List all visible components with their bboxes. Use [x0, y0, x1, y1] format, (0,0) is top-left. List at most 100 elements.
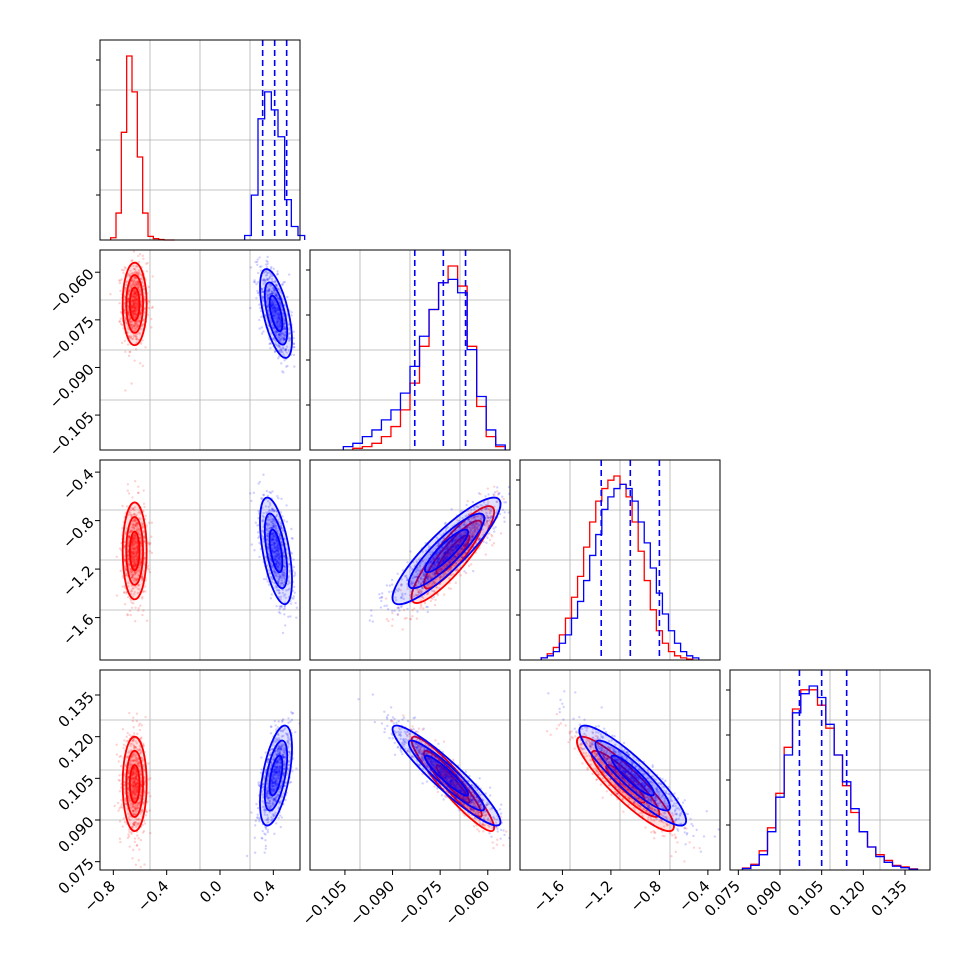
scatter-point [133, 271, 137, 274]
scatter-point [269, 732, 273, 735]
scatter-point [133, 324, 136, 328]
scatter-point [278, 301, 282, 304]
scatter-point [274, 555, 277, 558]
scatter-point [269, 284, 272, 287]
scatter-point [288, 581, 291, 585]
scatter-point [264, 769, 268, 772]
scatter-point [277, 774, 280, 778]
scatter-point [117, 778, 120, 782]
scatter-point [274, 782, 278, 785]
scatter-point [146, 313, 150, 317]
scatter-point [131, 542, 134, 545]
scatter-point [270, 789, 274, 792]
scatter-point [124, 802, 128, 806]
scatter-point [273, 544, 276, 548]
scatter-point [495, 490, 499, 493]
scatter-point [123, 559, 126, 563]
scatter-point [485, 521, 488, 524]
scatter-point [275, 284, 278, 288]
scatter-point [269, 524, 272, 527]
scatter-point [279, 598, 282, 601]
contour-red [125, 274, 144, 334]
scatter-point [272, 550, 275, 553]
scatter-point [131, 739, 134, 743]
scatter-point [140, 808, 144, 811]
scatter-point [285, 365, 288, 368]
scatter-point [262, 782, 265, 786]
scatter-point [277, 357, 280, 360]
scatter-point [286, 741, 290, 744]
scatter-point [134, 562, 138, 566]
scatter-point [265, 795, 269, 798]
scatter-point [425, 585, 428, 588]
scatter-point [131, 773, 134, 776]
scatter-point [267, 790, 270, 793]
scatter-point [134, 817, 138, 821]
scatter-point [265, 528, 268, 532]
scatter-point [136, 804, 139, 807]
scatter-point [131, 560, 134, 563]
scatter-point [132, 823, 136, 826]
scatter-point [131, 306, 135, 309]
scatter-point [130, 279, 134, 282]
scatter-point [409, 580, 413, 583]
scatter-point [132, 312, 135, 316]
scatter-point [292, 336, 296, 340]
scatter-point [133, 310, 136, 313]
scatter-point [132, 523, 135, 526]
scatter-point [274, 525, 277, 528]
scatter-point [131, 777, 135, 780]
scatter-point [132, 284, 135, 287]
scatter-point [283, 750, 286, 753]
scatter-point [271, 782, 275, 785]
scatter-point [270, 292, 274, 296]
scatter-point [277, 550, 280, 553]
scatter-point [139, 794, 142, 797]
scatter-point [137, 817, 140, 821]
scatter-point [273, 550, 276, 553]
scatter-point [276, 765, 280, 769]
scatter-point [263, 278, 267, 282]
scatter-point [139, 312, 142, 315]
scatter-point [270, 593, 273, 596]
scatter-point [133, 309, 136, 313]
scatter-point [270, 538, 274, 542]
scatter-point [278, 333, 281, 337]
scatter-point [278, 317, 281, 320]
scatter-point [270, 304, 273, 308]
scatter-point [287, 717, 290, 720]
scatter-point [139, 273, 143, 277]
scatter-point [272, 314, 275, 318]
scatter-point [418, 570, 421, 573]
scatter-point [274, 527, 278, 531]
scatter-point [128, 569, 132, 573]
scatter-point [267, 524, 270, 527]
scatter-point [137, 485, 140, 488]
scatter-point [149, 541, 152, 545]
histogram-frame [309, 249, 511, 451]
scatter-point [421, 596, 425, 600]
scatter-point [135, 296, 139, 299]
scatter-point [133, 746, 136, 749]
scatter-point [275, 752, 279, 756]
scatter-point [264, 833, 267, 836]
scatter-point [267, 796, 270, 800]
scatter-point [291, 770, 294, 773]
scatter-point [128, 318, 132, 321]
scatter-point [273, 797, 276, 800]
scatter-point [260, 287, 264, 291]
scatter-point [132, 771, 135, 775]
scatter-point [147, 541, 150, 544]
scatter-point [143, 863, 146, 866]
scatter-point [277, 553, 280, 556]
scatter-point [276, 759, 279, 762]
scatter-point [137, 569, 141, 572]
scatter-point [275, 770, 278, 774]
scatter-point [151, 305, 154, 309]
scatter-point [281, 331, 284, 334]
scatter-point [133, 291, 136, 295]
scatter-point [279, 522, 283, 526]
scatter-point [275, 539, 278, 542]
scatter-point [260, 315, 263, 318]
scatter-point [265, 533, 269, 536]
